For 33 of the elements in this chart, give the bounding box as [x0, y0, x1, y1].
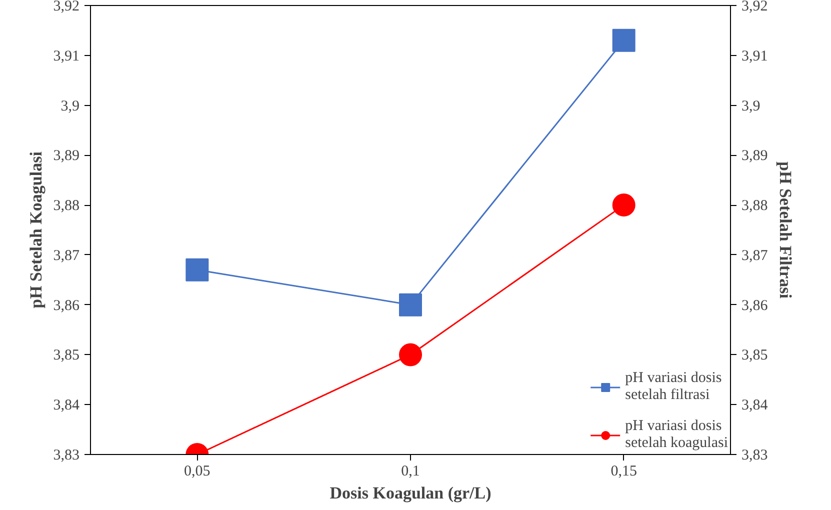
y2-axis-title: pH Setelah Filtrasi — [776, 162, 795, 299]
y-tick-label: 3,87 — [53, 248, 80, 264]
x-tick-label: 0,05 — [184, 464, 210, 480]
y-tick-label: 3,83 — [53, 448, 80, 464]
y-tick-label: 3,84 — [53, 398, 80, 414]
y2-tick-label: 3,84 — [742, 398, 768, 414]
y-axis-title: pH Setelah Koagulasi — [26, 151, 46, 308]
y-tick-label: 3,86 — [53, 298, 80, 314]
point — [612, 194, 636, 217]
point — [612, 28, 636, 52]
y2-tick-label: 3,87 — [742, 248, 768, 264]
y-tick-label: 3,9 — [60, 98, 80, 114]
point — [399, 343, 422, 366]
y-tick-label: 3,88 — [53, 198, 80, 214]
y2-tick-label: 3,92 — [742, 0, 768, 14]
y-tick-label: 3,91 — [53, 48, 80, 64]
y-tick-label: 3,92 — [53, 0, 80, 14]
y2-tick-label: 3,85 — [742, 348, 768, 364]
y2-tick-label: 3,88 — [742, 198, 768, 214]
point — [186, 258, 209, 282]
y2-tick-label: 3,89 — [742, 148, 768, 164]
legend-label: pH variasi dosis setelah koagulasi — [625, 418, 728, 452]
point — [399, 293, 422, 316]
y2-tick-label: 3,86 — [742, 298, 768, 314]
x-tick-label: 0,15 — [610, 464, 637, 480]
y2-tick-label: 3,9 — [742, 98, 760, 114]
y2-tick-label: 3,91 — [742, 48, 768, 64]
x-tick-label: 0,1 — [401, 464, 420, 480]
y-tick-label: 3,85 — [53, 348, 80, 364]
y2-tick-label: 3,83 — [742, 448, 768, 464]
x-axis-title: Dosis Koagulan (gr/L) — [330, 484, 492, 502]
y-tick-label: 3,89 — [53, 148, 80, 164]
legend-label: pH variasi dosis setelah filtrasi — [625, 370, 722, 404]
